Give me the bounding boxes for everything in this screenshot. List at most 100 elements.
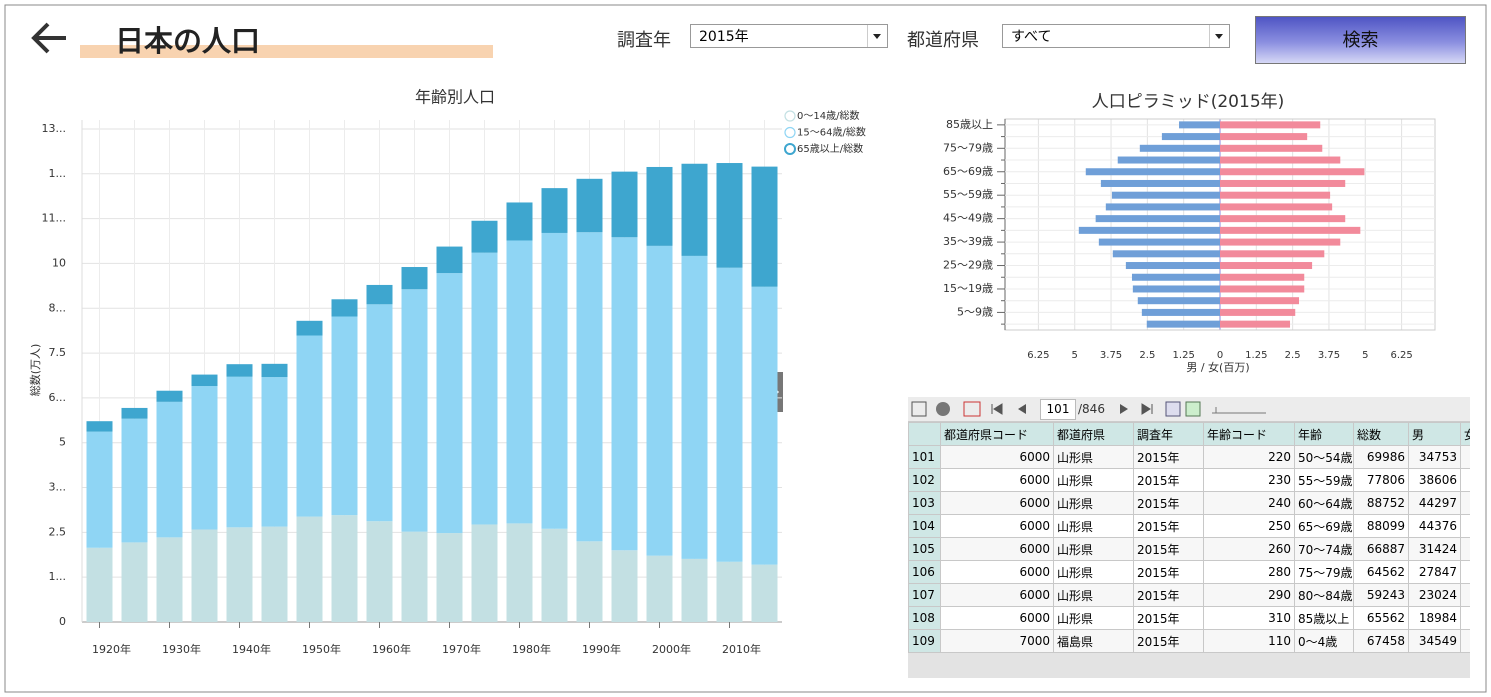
row-header: 108: [908, 606, 941, 630]
pyramid-bar: [1220, 215, 1346, 223]
bar-segment: [121, 407, 148, 419]
pyramid-bar: [1139, 144, 1220, 152]
dropdown-icon: [867, 25, 881, 47]
y-tick-label: 10: [52, 256, 66, 269]
y-tick-label: 15～19歳: [943, 282, 993, 295]
pyramid-bar: [1131, 273, 1220, 281]
x-tick-label: 5: [1362, 350, 1368, 361]
x-tick-label: 1.25: [1173, 350, 1195, 361]
frame: [4, 4, 1487, 693]
column-header: 都道府県: [1053, 422, 1134, 446]
cell: [1460, 468, 1470, 492]
bar-segment: [471, 524, 498, 622]
data-row[interactable]: 108 6000 山形県 2015年 310 85歳以上 65562 18984: [908, 606, 1470, 630]
y-tick-label: 55～59歳: [943, 188, 993, 201]
row-header: 103: [908, 491, 941, 515]
y-tick-label: 35～39歳: [943, 235, 993, 248]
cell: 0～4歳: [1294, 629, 1354, 653]
pyramid-bar: [1220, 203, 1333, 211]
pref-label: 都道府県: [907, 30, 979, 51]
cell: 2015年: [1133, 606, 1204, 630]
bar-segment: [86, 421, 113, 432]
pyramid-bar: [1220, 144, 1323, 152]
icon[interactable]: [911, 401, 927, 417]
data-row[interactable]: 109 7000 福島県 2015年 110 0～4歳 67458 34549: [908, 629, 1470, 653]
cell: 山形県: [1053, 606, 1134, 630]
data-row[interactable]: 101 6000 山形県 2015年 220 50～54歳 69986 34753: [908, 445, 1470, 469]
icon[interactable]: [1120, 404, 1128, 414]
data-row[interactable]: 103 6000 山形県 2015年 240 60～64歳 88752 44297: [908, 491, 1470, 515]
icon[interactable]: [936, 402, 950, 416]
pref-select[interactable]: すべて: [1002, 24, 1230, 48]
data-row[interactable]: 107 6000 山形県 2015年 290 80～84歳 59243 23024: [908, 583, 1470, 607]
slider[interactable]: [1212, 407, 1266, 414]
back-arrow[interactable]: [31, 22, 66, 54]
cell: 80～84歳: [1294, 583, 1354, 607]
cell: 88099: [1353, 514, 1409, 538]
bar-segment: [506, 240, 533, 524]
bar-segment: [471, 252, 498, 525]
cell: [1460, 491, 1470, 515]
bar-segment: [506, 523, 533, 622]
icon[interactable]: [1165, 401, 1181, 417]
cell: 2015年: [1133, 583, 1204, 607]
bar-segment: [681, 255, 708, 559]
x-tick-label: 1.25: [1245, 350, 1267, 361]
pyramid-bar: [1220, 297, 1300, 305]
bar-segment: [436, 533, 463, 622]
icon[interactable]: [1185, 401, 1201, 417]
search-button[interactable]: 検索: [1255, 16, 1466, 64]
data-row[interactable]: 104 6000 山形県 2015年 250 65～69歳 88099 44376: [908, 514, 1470, 538]
y-tick-label: 5～9歳: [957, 305, 993, 318]
x-tick-label: 2000年: [652, 642, 691, 656]
pyramid-title: 人口ピラミッド(2015年): [1092, 92, 1285, 112]
data-row[interactable]: 105 6000 山形県 2015年 260 70～74歳 66887 31424: [908, 537, 1470, 561]
cell: 2015年: [1133, 629, 1204, 653]
pyramid-bar: [1117, 156, 1220, 164]
bar-segment: [191, 374, 218, 387]
icon[interactable]: [963, 401, 981, 417]
y-tick-label: 13...: [42, 122, 67, 135]
data-row[interactable]: 106 6000 山形県 2015年 280 75～79歳 64562 27847: [908, 560, 1470, 584]
cell: 6000: [940, 537, 1054, 561]
bar-segment: [401, 289, 428, 532]
cell: 山形県: [1053, 491, 1134, 515]
cell: 6000: [940, 491, 1054, 515]
pyramid-bar: [1078, 226, 1220, 234]
cell: [1460, 537, 1470, 561]
cell: 18984: [1408, 606, 1461, 630]
year-select[interactable]: 2015年: [690, 24, 888, 48]
cell: [1460, 629, 1470, 653]
pyramid-bar: [1146, 320, 1220, 328]
column-header: 都道府県コード: [940, 422, 1054, 446]
bar-segment: [611, 237, 638, 551]
x-tick-label: 1980年: [512, 642, 551, 656]
x-tick-label: 2010年: [722, 642, 761, 656]
data-row[interactable]: 102 6000 山形県 2015年 230 55～59歳 77806 38606: [908, 468, 1470, 492]
x-tick-label: 1950年: [302, 642, 341, 656]
legend-label: 15～64歳/総数: [797, 126, 866, 139]
cell: 220: [1203, 445, 1295, 469]
cell: 55～59歳: [1294, 468, 1354, 492]
bar-segment: [366, 521, 393, 622]
pyramid-bar: [1111, 191, 1220, 199]
column-header: 調査年: [1133, 422, 1204, 446]
bar-segment: [191, 529, 218, 622]
bar-segment: [261, 526, 288, 622]
y-tick-label: 2.5: [49, 525, 67, 538]
cell: 230: [1203, 468, 1295, 492]
cell: 250: [1203, 514, 1295, 538]
pyramid-bar: [1220, 226, 1361, 234]
pyramid-bar: [1220, 238, 1341, 246]
icon[interactable]: [1141, 403, 1153, 415]
icon[interactable]: [991, 403, 1003, 415]
y-tick-label: 25～29歳: [943, 259, 993, 272]
legend-marker: [784, 143, 796, 155]
icon[interactable]: [1018, 404, 1026, 414]
cell: 6000: [940, 514, 1054, 538]
cell: 2015年: [1133, 514, 1204, 538]
page-input[interactable]: 101: [1040, 399, 1076, 420]
bar-segment: [576, 178, 603, 233]
cell: 山形県: [1053, 445, 1134, 469]
bar-segment: [751, 564, 778, 622]
